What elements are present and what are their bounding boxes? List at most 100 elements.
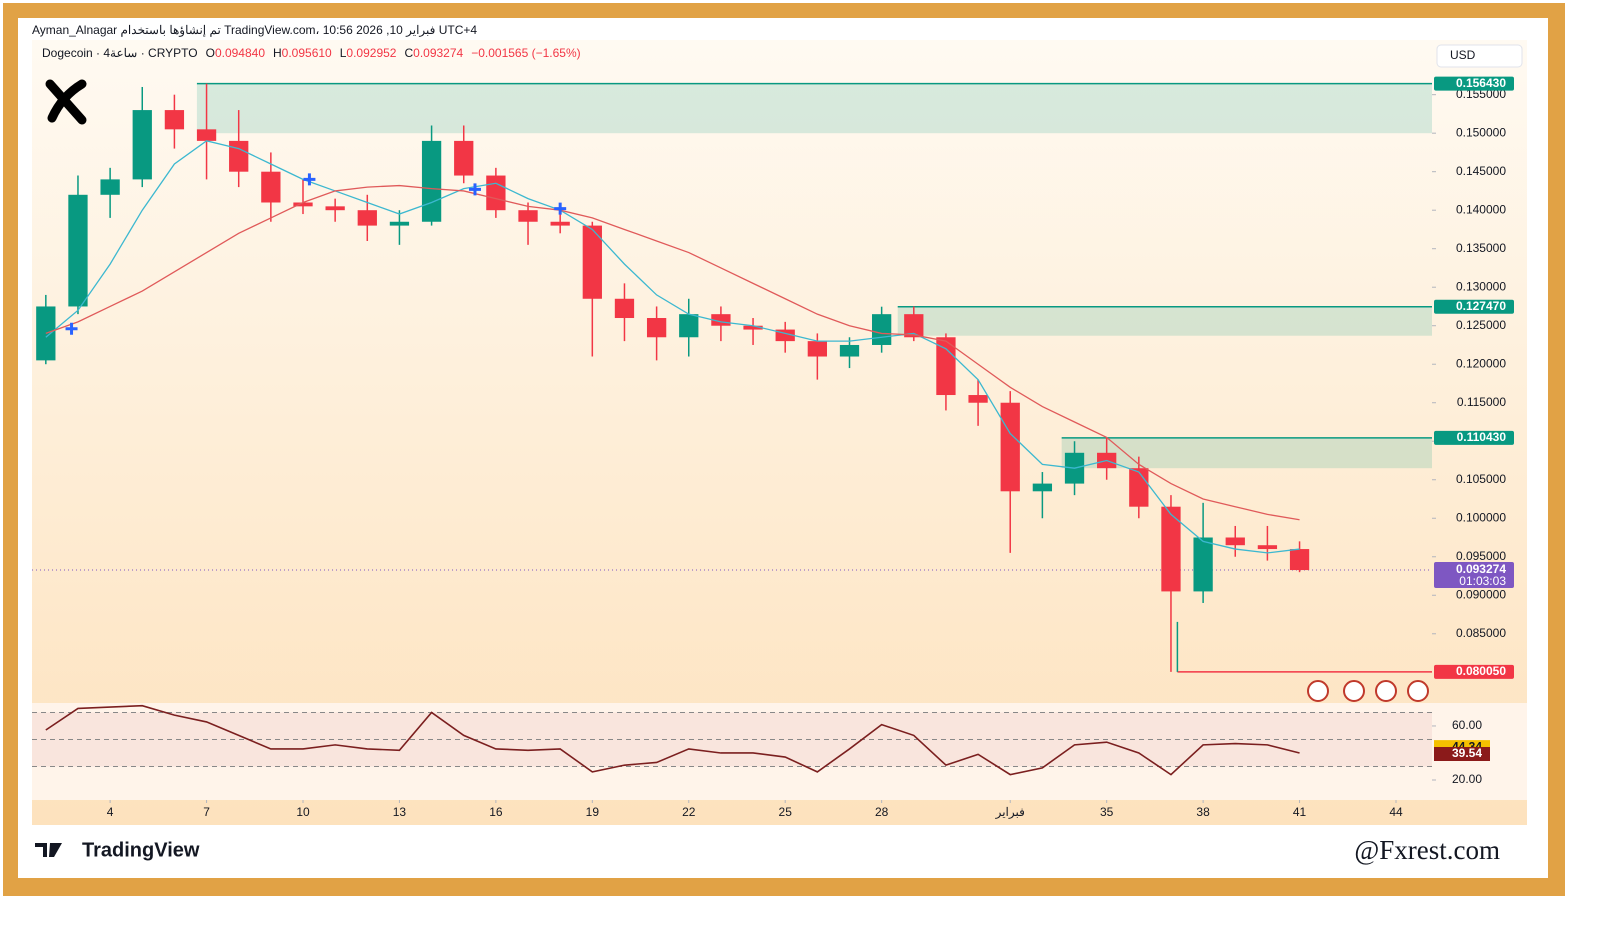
candle-body [1289,549,1310,571]
x-tick-label: 10 [296,805,310,819]
y-tick-label: 0.130000 [1456,279,1506,293]
tv-logo [35,843,62,857]
candle-body [454,140,474,176]
x-tick-label: 22 [682,805,696,819]
candle-body [614,298,635,319]
tradingview-brand: TradingView [82,839,200,861]
ohlc-value: 0.093274 [413,46,463,60]
candle-body [711,314,731,326]
candle-body [775,329,795,342]
ohlc-label: H [273,46,282,60]
candle-body [325,206,345,211]
rsi-tag [1434,747,1490,761]
price-tag [1434,76,1514,91]
rsi-tag-label: 39.54 [1452,746,1482,760]
x-tick-label: فبراير [995,805,1025,819]
ohlc-label: O [206,46,215,60]
y-tick-label: 60.00 [1452,718,1482,732]
candle-body [36,306,56,361]
zone [1061,437,1432,469]
candle-body [164,110,185,130]
y-tick-label: 0.125000 [1456,318,1506,332]
moving-average [45,184,1300,521]
x-tick-label: 35 [1100,805,1114,819]
price-tag-label: 0.127470 [1456,299,1506,313]
symbol-line: Dogecoin · 4ساعة · CRYPTO O0.094840 H0.095… [42,46,581,60]
candle-body [261,171,281,203]
candle-body [293,202,313,207]
x-tick-label: 19 [586,805,600,819]
moving-average [45,140,1300,554]
candle-body [968,395,988,403]
price-tag-label: 0.080050 [1456,664,1506,678]
candle-body [1000,402,1020,492]
countdown: 01:03:03 [1459,574,1506,588]
candle-body [1257,545,1278,550]
y-tick-label: 0.135000 [1456,241,1506,255]
ohlc-label: C [404,46,413,60]
candle-body [389,221,410,226]
cross-marker [468,183,481,196]
candle-body [518,210,538,222]
ohlc-value: 0.094840 [215,46,265,60]
candle-body [679,314,699,338]
logo [45,79,87,125]
change: −0.001565 (−1.65%) [471,46,580,60]
candle-body [357,210,377,226]
price-tag [1434,430,1514,445]
currency[interactable]: USD [1450,48,1476,62]
candle-body [421,140,442,222]
candle-body [1161,506,1181,592]
price-tag-label: 0.110430 [1457,430,1507,444]
y-tick-label: 0.095000 [1456,549,1506,563]
candle-body [1032,483,1053,492]
candle-body [936,337,956,396]
candle-body [807,341,827,357]
candle-body [646,318,667,338]
price-tag [1434,299,1514,314]
y-tick-label: 0.105000 [1456,472,1506,486]
candle-body [550,221,570,226]
y-tick-label: 0.115000 [1457,395,1506,409]
ohlc-value: 0.095610 [282,46,332,60]
y-tick-label: 0.150000 [1456,125,1506,139]
y-tick-label: 0.100000 [1456,510,1506,524]
price-tag [1434,664,1514,679]
caption: Ayman_Alnagar تم إنشاؤها باستخدام Tradin… [32,23,477,38]
x-tick-label: 28 [875,805,889,819]
candle-body [486,175,506,211]
x-tick-label: 7 [203,805,210,819]
cross-marker [554,202,567,215]
candle-body [1129,468,1149,507]
x-tick-label: 44 [1389,805,1403,819]
x-tick-label: 41 [1293,805,1307,819]
candle-body [839,344,860,357]
candle-body [1193,537,1213,592]
candle-body [872,314,892,345]
cross-marker [303,173,316,186]
ohlc-label: L [340,46,347,60]
rsi-background [32,703,1527,800]
price-tag-label: 0.156430 [1456,76,1506,90]
candle-body [229,140,249,172]
watermark: @Fxrest.com [1354,835,1500,865]
x-tick-label: 38 [1196,805,1210,819]
candle-body [1225,537,1245,546]
zone [196,83,1432,134]
y-tick-label: 0.090000 [1456,587,1506,601]
candle-body [100,179,120,195]
x-tick-label: 13 [393,805,407,819]
price-tag-label: 0.093274 [1456,562,1506,576]
y-tick-label: 0.120000 [1456,356,1506,370]
symbol: Dogecoin · 4ساعة · CRYPTO [42,46,198,60]
candle-body [68,194,88,307]
y-tick-label: 0.085000 [1456,626,1506,640]
candle-body [132,110,152,180]
candle-body [582,225,602,299]
ohlc-value: 0.092952 [346,46,396,60]
x-tick-label: 16 [489,805,503,819]
candle-body [196,129,217,141]
y-tick-label: 20.00 [1452,772,1482,786]
candle-body [904,314,924,338]
currency-button[interactable] [1436,44,1523,68]
